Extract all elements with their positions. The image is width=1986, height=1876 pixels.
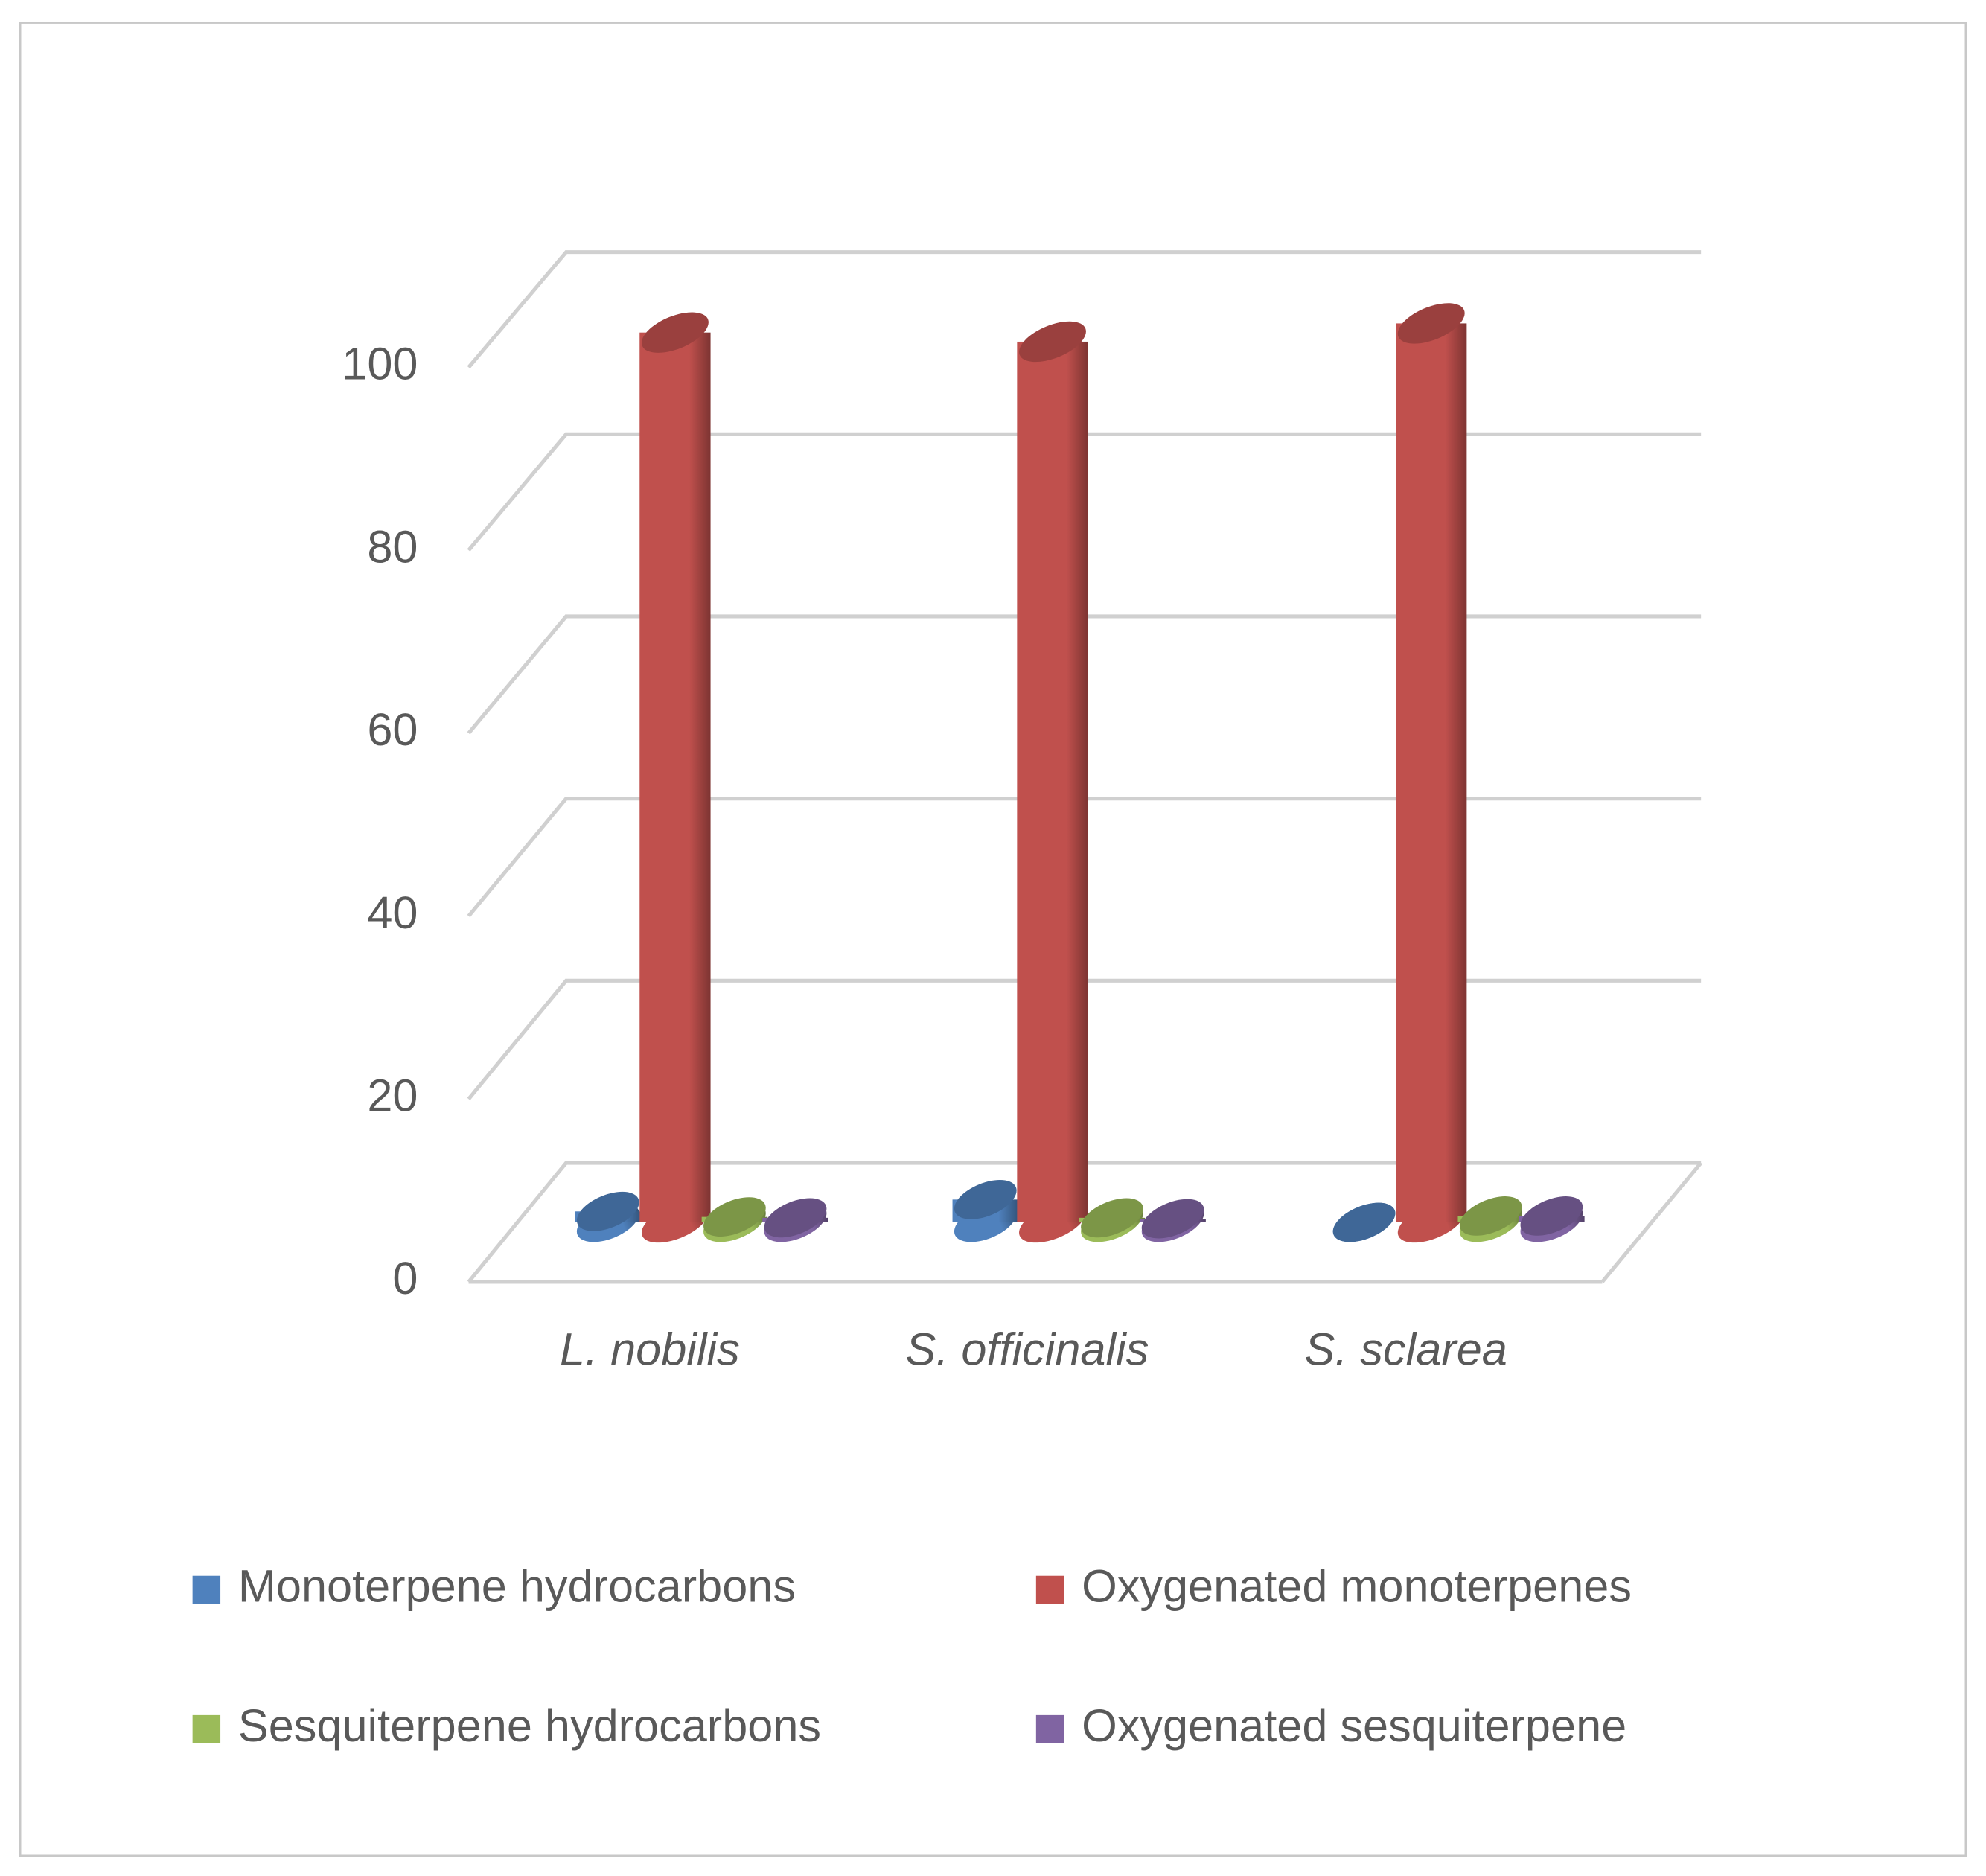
y-tick-label: 60 [367,704,418,755]
bar-body [1017,341,1088,1222]
y-tick-label: 100 [342,339,418,389]
bar-top [576,1191,639,1231]
bar [639,312,711,1243]
legend-swatch [192,1575,221,1604]
bar [1332,1202,1396,1242]
bar [1079,1198,1146,1242]
bar-top [764,1198,827,1238]
bar [1457,1196,1524,1242]
legend-label: Oxygenated sesquiterpene [1082,1700,1626,1751]
grid-line [467,978,1702,1100]
bar-top [1397,303,1465,344]
bar-top [1520,1196,1583,1236]
bar [952,1179,1019,1242]
bar-top [1081,1198,1143,1238]
bar-body [1396,323,1467,1222]
bar-top [703,1197,766,1237]
grid-line [467,797,1702,918]
bar [575,1191,641,1242]
bar-top [1141,1199,1204,1239]
legend-swatch [1035,1575,1064,1604]
grid-line [467,250,1702,369]
x-tick-label: S. officinalis [906,1324,1149,1374]
grid-line [467,432,1702,552]
floor-line [1600,1161,1703,1283]
bar [1396,303,1467,1243]
chart-border [19,22,1967,1857]
grid-line [467,1161,1702,1283]
bar [1017,321,1088,1243]
x-tick-label: S. sclarea [1305,1324,1507,1374]
legend-swatch [1035,1714,1064,1743]
y-tick-label: 80 [367,521,418,572]
x-tick-label: L. nobilis [560,1324,740,1374]
bar-top [641,312,709,353]
bar [701,1197,768,1242]
grid-line [467,614,1702,735]
bar [1519,1196,1585,1242]
bar [1140,1199,1206,1242]
legend-swatch [192,1714,221,1743]
bar-top [954,1179,1017,1219]
bar-body [639,332,711,1222]
bar-top [1019,321,1086,363]
legend-label: Monoterpene hydrocarbons [238,1561,796,1612]
bar-top [1332,1202,1396,1242]
bar [762,1198,828,1242]
y-tick-label: 20 [367,1070,418,1120]
legend-label: Sesquiterpene hydrocarbons [238,1700,821,1751]
y-tick-label: 40 [367,887,418,938]
y-tick-label: 0 [392,1253,418,1304]
legend-label: Oxygenated monoterpenes [1082,1561,1632,1612]
bar-top [1459,1196,1522,1236]
